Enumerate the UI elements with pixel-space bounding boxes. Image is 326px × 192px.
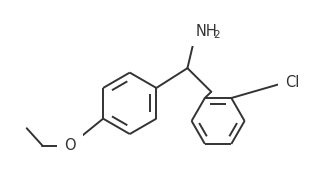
Text: O: O bbox=[64, 138, 76, 153]
Text: NH: NH bbox=[196, 24, 217, 39]
Text: Cl: Cl bbox=[286, 75, 300, 90]
Text: 2: 2 bbox=[214, 30, 220, 40]
